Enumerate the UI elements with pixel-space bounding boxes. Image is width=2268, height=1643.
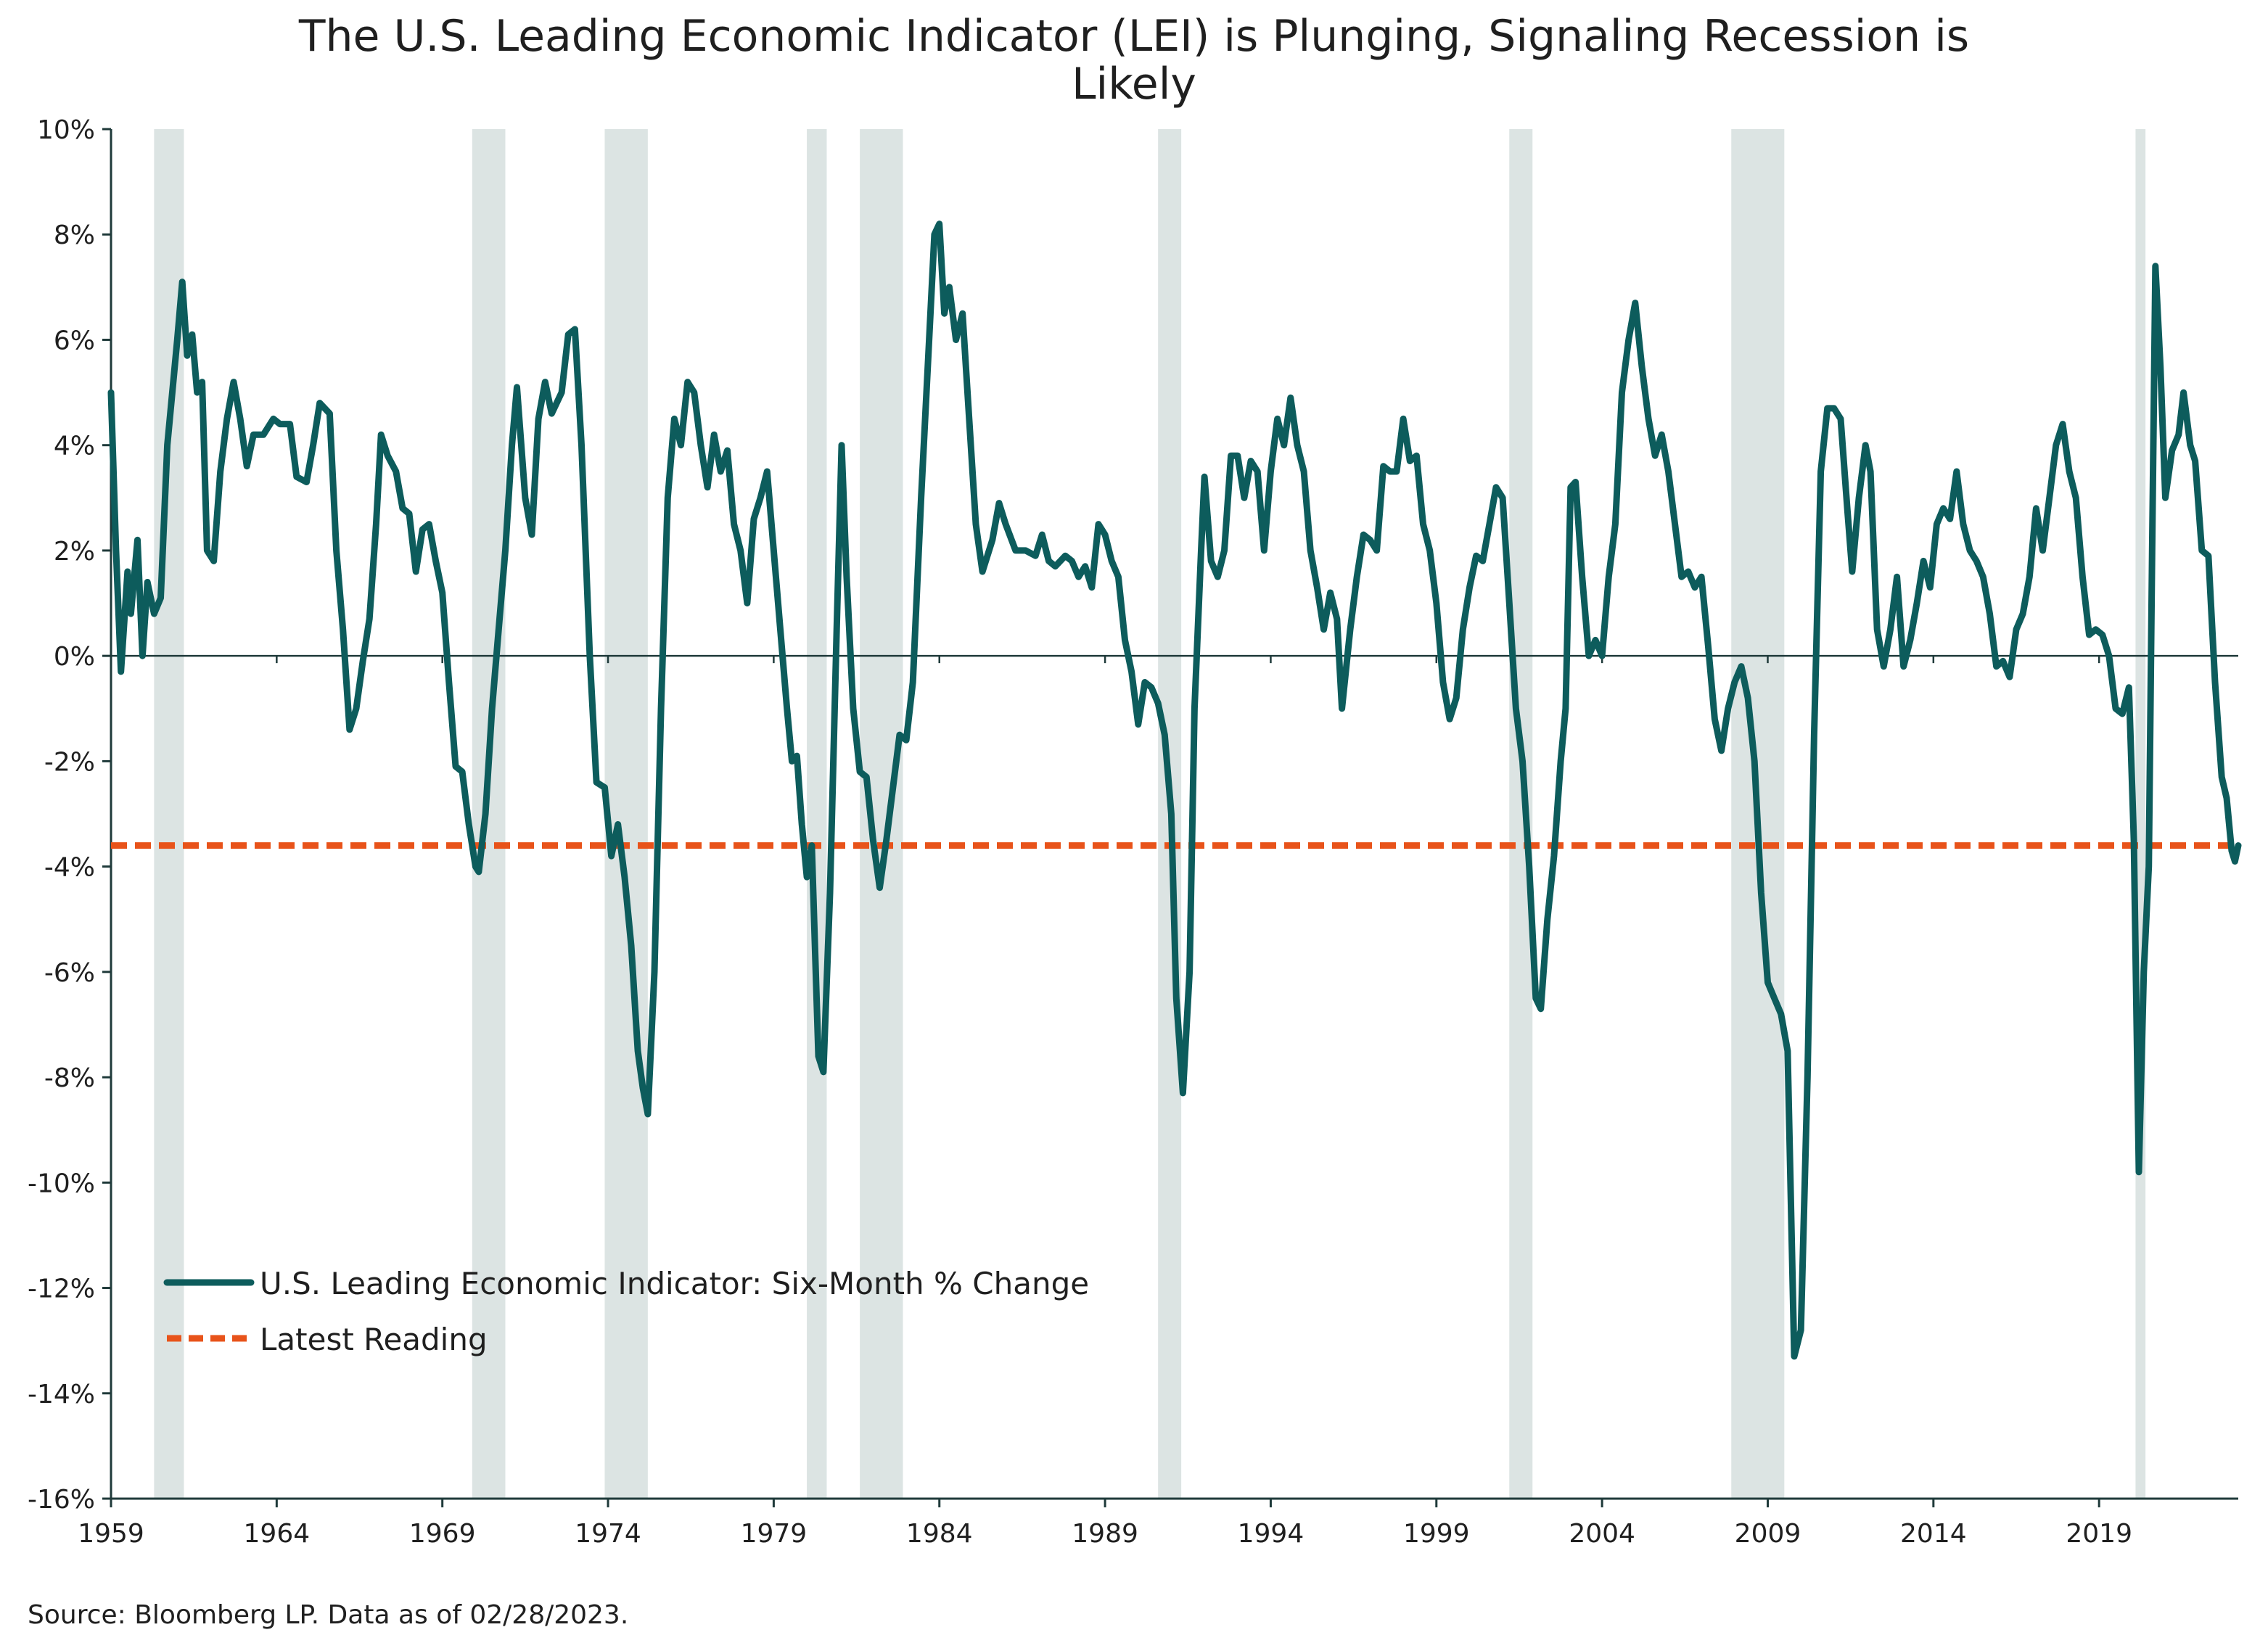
recession-band-9 xyxy=(2135,129,2146,1499)
lei-series xyxy=(107,221,2242,1360)
y-tick-label: 6% xyxy=(54,326,95,355)
x-tick-label: 1999 xyxy=(1403,1519,1470,1549)
y-tick-label: 2% xyxy=(54,537,95,567)
y-tick-label: 8% xyxy=(54,221,95,250)
y-tick-label: 10% xyxy=(37,115,95,145)
lei-series-line xyxy=(107,221,2242,1360)
x-tick-label: 2019 xyxy=(2066,1519,2132,1549)
legend-label-latest: Latest Reading xyxy=(260,1322,488,1357)
y-tick-label: -16% xyxy=(28,1485,95,1515)
y-tick-label: -6% xyxy=(44,958,95,988)
y-axis: 10% 8% 6% 4% 2% 0% -2% -4% -6% -8% -10% -12% -14% -16… xyxy=(28,115,112,1515)
x-tick-label: 1959 xyxy=(78,1519,144,1549)
x-tick-label: 1989 xyxy=(1072,1519,1138,1549)
x-tick-label: 1974 xyxy=(575,1519,641,1549)
recession-band-2 xyxy=(472,129,506,1499)
y-tick-label: -8% xyxy=(44,1063,95,1093)
y-tick-label: 0% xyxy=(54,642,95,672)
y-tick-label: -2% xyxy=(44,747,95,777)
legend-label-lei: U.S. Leading Economic Indicator: Six-Mon… xyxy=(260,1266,1089,1301)
x-axis: 1959 1964 1969 1974 1979 1984 1989 1994 1999 2004… xyxy=(78,1497,2238,1549)
chart-title: The U.S. Leading Economic Indicator (LEI… xyxy=(298,11,1969,110)
y-tick-label: -12% xyxy=(28,1275,95,1304)
legend: U.S. Leading Economic Indicator: Six-Mon… xyxy=(163,1266,1089,1357)
recession-band-5 xyxy=(860,129,903,1499)
chart-title-line-2: Likely xyxy=(1072,59,1196,110)
x-tick-label: 2004 xyxy=(1569,1519,1635,1549)
x-tick-label: 1979 xyxy=(741,1519,808,1549)
x-tick-label: 1984 xyxy=(906,1519,973,1549)
recession-bands xyxy=(154,129,2146,1499)
x-tick-label: 1969 xyxy=(409,1519,476,1549)
y-tick-label: -10% xyxy=(28,1169,95,1198)
source-note: Source: Bloomberg LP. Data as of 02/28/2… xyxy=(28,1600,628,1630)
recession-band-4 xyxy=(807,129,827,1499)
chart-title-line-1: The U.S. Leading Economic Indicator (LEI… xyxy=(298,11,1969,62)
y-tick-label: -4% xyxy=(44,853,95,883)
y-tick-label: 4% xyxy=(54,432,95,461)
x-tick-label: 2014 xyxy=(1900,1519,1967,1549)
x-tick-label: 1994 xyxy=(1238,1519,1304,1549)
x-tick-label: 2009 xyxy=(1735,1519,1801,1549)
y-tick-label: -14% xyxy=(28,1380,95,1409)
x-tick-label: 1964 xyxy=(244,1519,311,1549)
recession-band-1 xyxy=(154,129,184,1499)
recession-band-3 xyxy=(604,129,648,1499)
